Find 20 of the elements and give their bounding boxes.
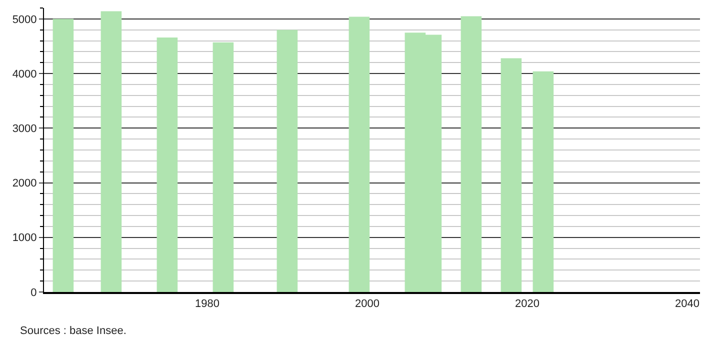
y-tick-label: 1000	[12, 232, 37, 244]
source-note: Sources : base Insee.	[20, 325, 126, 337]
y-tick-label: 3000	[12, 123, 37, 135]
bar	[52, 18, 74, 292]
x-tick-label: 1980	[194, 298, 220, 310]
x-tick-label: 2040	[674, 298, 700, 310]
x-tick-label: 2020	[514, 298, 540, 310]
bar	[100, 11, 122, 292]
x-tick-label: 2000	[354, 298, 380, 310]
y-tick-label: 4000	[12, 68, 37, 80]
y-tick-label: 2000	[12, 178, 37, 190]
bar	[532, 71, 554, 292]
y-tick-label: 5000	[12, 14, 37, 26]
bar	[348, 16, 370, 292]
bar	[500, 58, 522, 292]
bar	[276, 30, 298, 292]
bar	[212, 42, 234, 292]
y-tick-label: 0	[30, 286, 37, 299]
bar	[460, 16, 482, 292]
bar	[156, 37, 178, 292]
